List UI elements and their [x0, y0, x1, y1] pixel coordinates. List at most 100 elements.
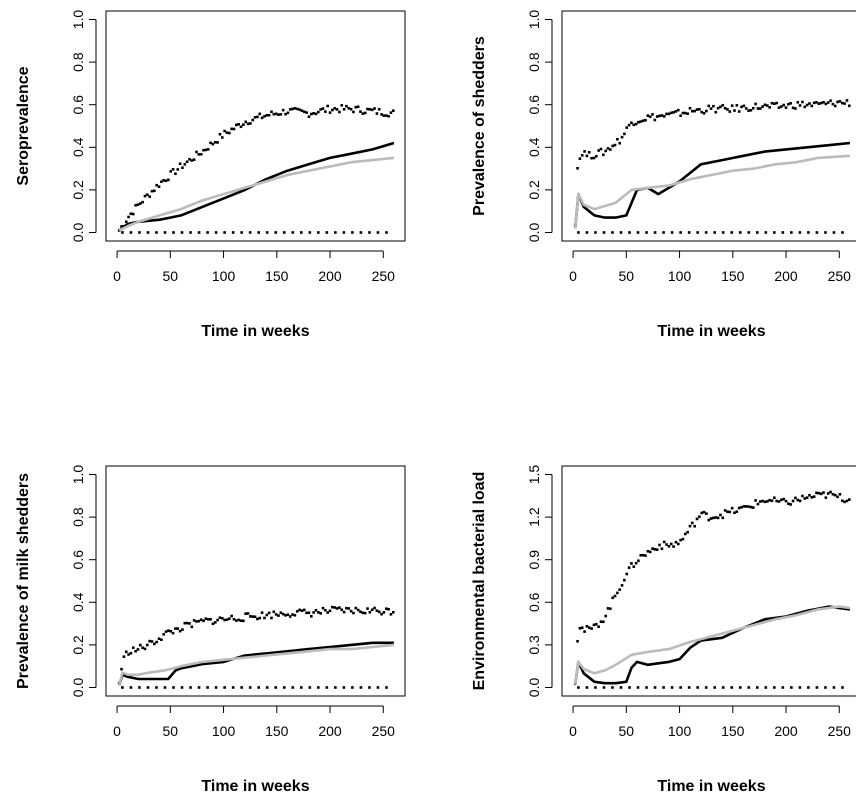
upper-point [611, 144, 614, 148]
upper-point [218, 616, 222, 619]
upper-point [183, 163, 187, 166]
upper-point [197, 153, 201, 156]
upper-point [658, 114, 661, 118]
lower-point [755, 231, 759, 234]
upper-point [714, 516, 718, 519]
upper-point [246, 122, 250, 126]
lower-point [265, 231, 269, 234]
upper-point [246, 612, 250, 615]
upper-point [780, 105, 783, 108]
upper-point [782, 497, 785, 501]
upper-point [784, 106, 788, 109]
upper-point [333, 107, 337, 110]
upper-point [124, 220, 128, 224]
upper-point [658, 543, 661, 547]
upper-point [606, 607, 610, 610]
lower-point [223, 686, 226, 689]
upper-point [138, 643, 142, 647]
y-tick-label: 0.4 [70, 592, 86, 612]
lower-point [670, 686, 674, 689]
upper-point [258, 112, 262, 116]
upper-point [644, 554, 647, 557]
upper-point [167, 629, 170, 632]
upper-point [342, 107, 346, 111]
upper-point [347, 607, 351, 610]
lower-point [721, 686, 725, 689]
y-tick-label: 0.2 [70, 180, 86, 200]
lower-point [628, 686, 631, 689]
lower-point [764, 231, 768, 234]
upper-point [335, 607, 339, 610]
lower-point [299, 231, 303, 234]
upper-point [242, 619, 245, 623]
upper-point [653, 118, 657, 122]
upper-point [616, 591, 619, 595]
upper-point [604, 614, 607, 618]
lower-point [121, 231, 124, 234]
upper-point [639, 120, 643, 123]
upper-point [138, 202, 142, 205]
upper-point [831, 492, 835, 496]
upper-point [225, 618, 229, 622]
y-tick-label: 0.4 [70, 137, 86, 157]
upper-point [597, 149, 600, 152]
upper-point [648, 115, 652, 119]
upper-point [174, 172, 177, 176]
upper-point [735, 104, 739, 107]
lower-point [773, 231, 776, 234]
upper-point [662, 115, 666, 118]
upper-point [228, 131, 231, 135]
upper-point [705, 512, 708, 515]
upper-point [216, 618, 219, 622]
upper-point [726, 510, 729, 514]
y-tick-label: 0.2 [526, 180, 542, 200]
upper-point [209, 618, 212, 621]
upper-point [754, 102, 757, 106]
upper-point [639, 553, 643, 557]
upper-point [812, 101, 816, 105]
lower-point [585, 231, 589, 234]
series-group [573, 490, 851, 689]
upper-point [691, 109, 694, 113]
upper-point [326, 104, 329, 108]
lower-point [351, 231, 354, 234]
lower-point [679, 231, 682, 234]
x-tick-label: 0 [113, 268, 121, 284]
upper-point [847, 104, 851, 108]
upper-point [131, 212, 135, 216]
upper-point [302, 110, 306, 114]
upper-point [580, 154, 584, 157]
upper-point [190, 159, 194, 162]
upper-point [801, 494, 804, 498]
upper-point [662, 540, 666, 544]
upper-point [794, 496, 797, 500]
series-upper-dots [117, 104, 395, 232]
lower-point [257, 686, 260, 689]
upper-point [637, 559, 640, 563]
upper-point [213, 621, 217, 624]
upper-point [721, 516, 725, 520]
upper-point [235, 123, 238, 127]
upper-point [587, 151, 591, 154]
upper-point [702, 510, 706, 514]
lower-point [231, 686, 235, 689]
upper-point [181, 166, 184, 170]
lower-point [129, 231, 133, 234]
lower-point [342, 231, 346, 234]
lower-point [824, 686, 827, 689]
upper-point [265, 113, 269, 117]
lower-point [662, 686, 665, 689]
upper-point [136, 648, 140, 651]
lower-point [713, 231, 716, 234]
y-tick-label: 0.0 [526, 678, 542, 698]
upper-point [176, 168, 180, 171]
lower-point [138, 686, 141, 689]
upper-point [230, 127, 233, 131]
upper-point [134, 649, 137, 653]
upper-point [798, 499, 802, 503]
x-tick-label: 50 [163, 723, 179, 739]
upper-point [253, 116, 257, 119]
upper-point [206, 148, 210, 151]
upper-point [613, 594, 617, 598]
lower-point [670, 231, 674, 234]
